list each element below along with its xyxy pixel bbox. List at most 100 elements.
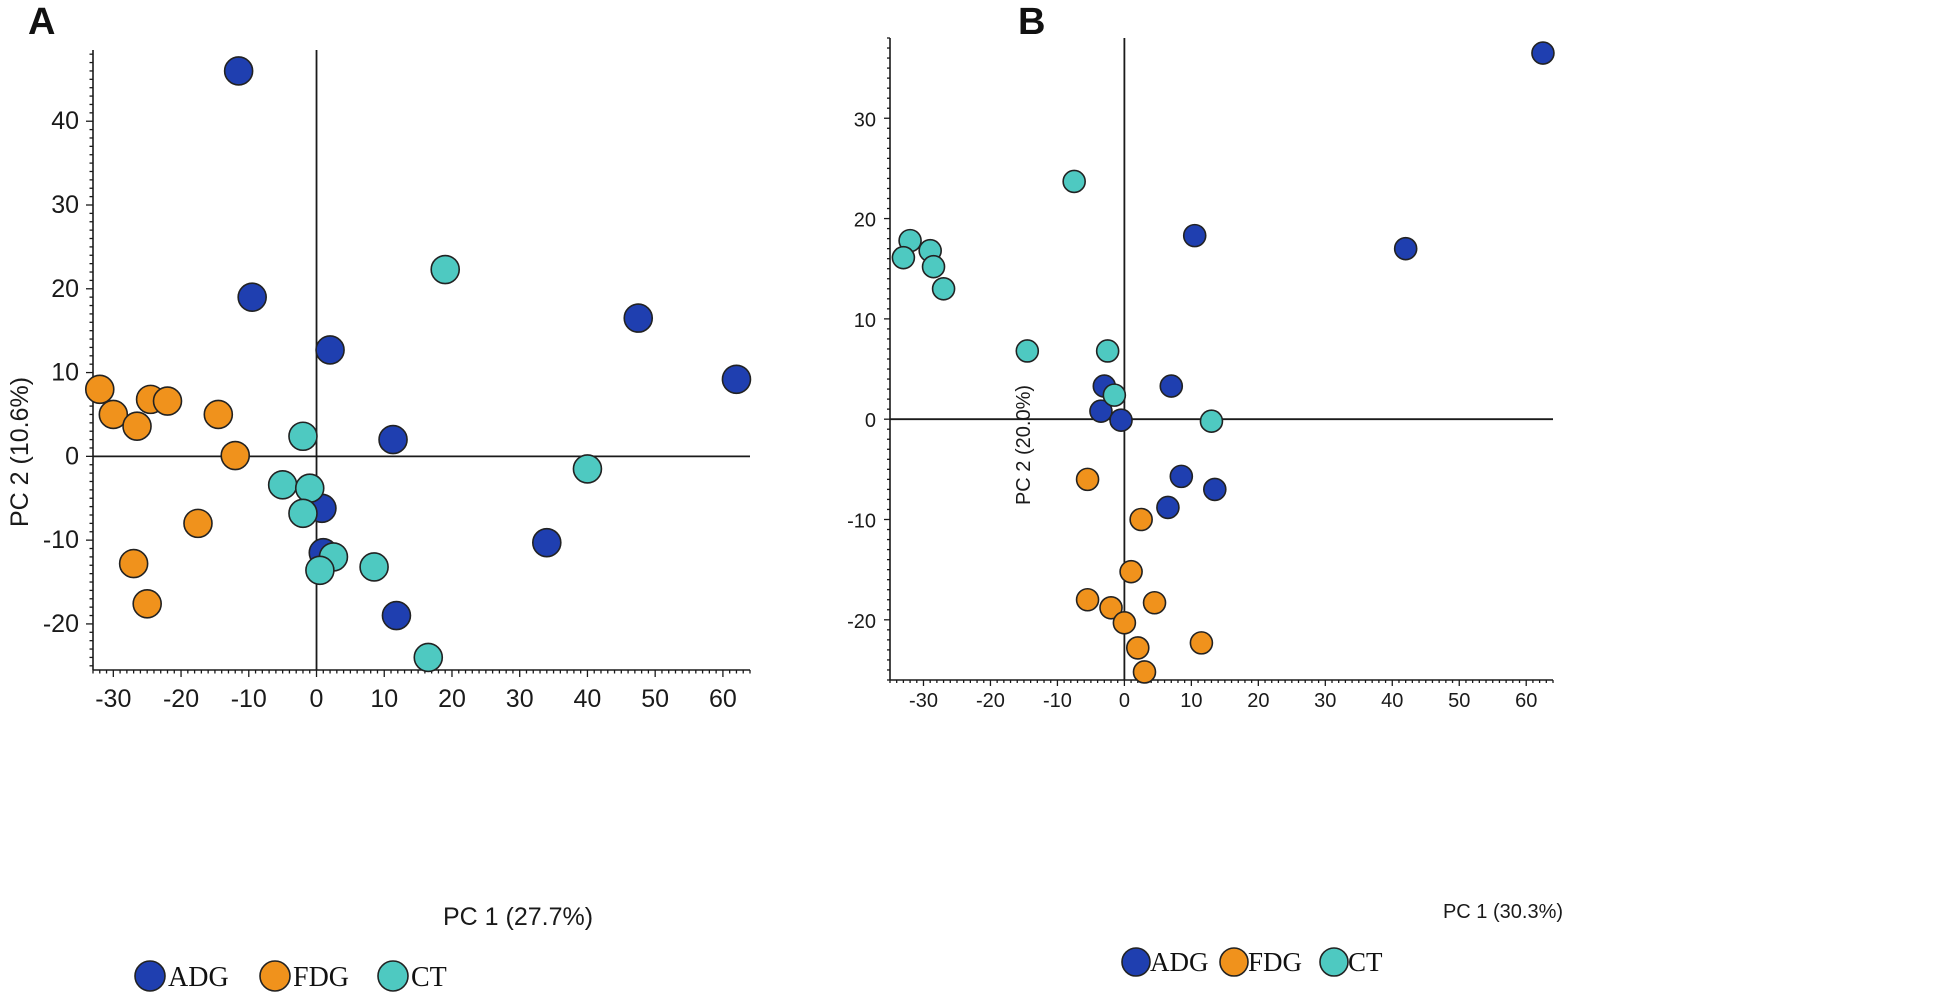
- panel-a-y-tick-label: 10: [51, 359, 79, 387]
- panel-b-x-axis-title: PC 1 (30.3%): [1443, 901, 1563, 923]
- panel-a-point-adg: [237, 282, 267, 312]
- panel-b-y-tick-label: 20: [854, 210, 876, 232]
- panel-b-point-ct: [1102, 383, 1127, 407]
- panel-b: B -30 -20 -10 0 10 20 30 40 50 60 -20 -10 0 10 20 30 PC…: [847, 1, 1563, 977]
- panel-b-legend: ADG FDG CT: [1121, 947, 1383, 977]
- panel-b-point-ct: [891, 245, 916, 270]
- panel-a-point-ct: [267, 470, 298, 500]
- panel-b-y-tick-label: 10: [854, 310, 876, 332]
- panel-a-point-ct: [294, 473, 325, 503]
- panel-a-x-tick-label: 50: [641, 685, 669, 713]
- panel-b-point-fdg: [1112, 611, 1137, 635]
- panel-a-x-tick-label: 0: [310, 685, 324, 713]
- panel-b-point-adg: [1393, 236, 1418, 261]
- panel-b-x-tick-label: 40: [1381, 690, 1403, 712]
- legend-a-adg-label: ADG: [168, 962, 229, 993]
- panel-b-y-tick-label: -10: [847, 511, 876, 533]
- legend-a-fdg-label: FDG: [293, 962, 349, 993]
- legend-b-fdg-label: FDG: [1248, 947, 1302, 977]
- panel-b-point-adg: [1156, 495, 1180, 520]
- panel-a-point-adg: [721, 364, 752, 395]
- panel-a-y-tick-label: -20: [43, 610, 79, 638]
- panel-a-x-tick-label: 40: [574, 685, 602, 713]
- panel-a-point-ct: [413, 642, 444, 673]
- plot-b: -30 -20 -10 0 10 20 30 40 50 60 -20 -10 0 10 20 30: [847, 37, 1555, 712]
- legend-b-ct-label: CT: [1348, 947, 1383, 977]
- panel-a-point-adg: [378, 424, 408, 455]
- panel-b-x-tick-label: 10: [1180, 690, 1202, 712]
- panel-a-point-fdg: [118, 548, 149, 579]
- panel-a-point-fdg: [84, 374, 115, 405]
- panel-a-x-tick-label: 60: [709, 685, 737, 713]
- panel-a-x-tick-label: 10: [370, 685, 398, 713]
- panel-b-point-ct: [1062, 169, 1086, 194]
- panel-a-point-adg: [381, 600, 412, 631]
- panel-b-point-fdg: [1189, 631, 1214, 655]
- panel-a-point-fdg: [183, 508, 213, 539]
- panel-b-point-adg: [1089, 399, 1113, 423]
- legend-b-adg-marker: [1121, 947, 1151, 977]
- legend-a-ct-label: CT: [411, 962, 447, 993]
- panel-b-x-tick-label: 20: [1247, 690, 1269, 712]
- panel-a-point-ct: [288, 498, 318, 529]
- legend-b-ct-marker: [1319, 947, 1349, 977]
- panel-b-x-tick-label: 60: [1515, 690, 1537, 712]
- panel-b-point-adg: [1169, 464, 1194, 489]
- panel-b-x-tick-label: -10: [1043, 690, 1072, 712]
- panel-b-y-axis-title: PC 2 (20.0%): [1013, 385, 1035, 505]
- panel-a-x-tick-label: -10: [231, 685, 267, 713]
- legend-b-fdg-marker: [1219, 947, 1249, 977]
- panel-a-y-tick-label: -10: [43, 526, 79, 554]
- panel-b-x-tick-label: 0: [1119, 690, 1130, 712]
- panel-a-label: A: [28, 1, 55, 43]
- panel-b-x-tick-label: 50: [1448, 690, 1470, 712]
- panel-a: A -30 -20 -10 0 10 20 30 40 50 60-20-10010203040 …: [6, 1, 752, 993]
- legend-a-adg-marker: [134, 960, 166, 992]
- panel-a-point-adg: [223, 56, 254, 86]
- panel-b-point-ct: [1015, 339, 1040, 363]
- panel-a-point-adg: [315, 335, 345, 365]
- panel-b-y-tick-label: 30: [854, 109, 876, 131]
- panel-a-y-tick-label: 20: [51, 275, 79, 303]
- panel-a-x-tick-label: 20: [438, 685, 466, 713]
- legend-a-ct-marker: [377, 960, 409, 992]
- panel-a-y-tick-label: 0: [65, 442, 79, 470]
- panel-b-point-ct: [921, 254, 946, 279]
- panel-a-legend: ADG FDG CT: [134, 960, 447, 993]
- panel-b-x-tick-label: 30: [1314, 690, 1336, 712]
- panel-b-point-fdg: [1099, 595, 1123, 620]
- panel-b-point-ct: [1095, 339, 1120, 363]
- legend-a-fdg-marker: [259, 960, 291, 992]
- panel-a-point-fdg: [203, 399, 234, 430]
- panel-b-point-ct: [931, 276, 956, 301]
- panel-a-point-ct: [305, 555, 335, 586]
- panel-a-point-fdg: [220, 440, 251, 471]
- panel-b-point-adg: [1531, 41, 1555, 65]
- panel-a-x-axis-title: PC 1 (27.7%): [443, 903, 593, 931]
- panel-b-x-tick-label: -20: [976, 690, 1005, 712]
- panel-b-y-tick-label: -20: [847, 611, 876, 633]
- panel-b-point-adg: [1182, 223, 1207, 248]
- panel-a-point-ct: [288, 421, 318, 452]
- panel-b-point-adg: [1109, 408, 1133, 432]
- panel-a-point-fdg: [122, 411, 152, 441]
- panel-b-point-fdg: [1142, 590, 1167, 615]
- panel-a-y-axis-title: PC 2 (10.6%): [6, 377, 34, 527]
- panel-a-x-tick-label: -20: [163, 685, 199, 713]
- panel-a-x-tick-label: -30: [95, 685, 131, 713]
- panel-a-point-adg: [623, 303, 654, 333]
- panel-b-x-tick-label: -30: [909, 690, 938, 712]
- plot-a: -30 -20 -10 0 10 20 30 40 50 60 -20 -10 0 10 20 30 40: [43, 50, 752, 713]
- panel-a-point-ct: [430, 254, 461, 285]
- panel-a-point-fdg: [152, 386, 183, 416]
- panel-b-point-ct: [1199, 409, 1224, 433]
- panel-b-label: B: [1018, 1, 1045, 43]
- panel-a-point-fdg: [132, 589, 162, 619]
- panel-b-point-adg: [1203, 477, 1227, 502]
- panel-b-point-fdg: [1075, 467, 1100, 492]
- panel-a-point-ct: [572, 454, 603, 484]
- panel-b-point-fdg: [1075, 587, 1100, 612]
- panel-b-point-adg: [1159, 374, 1184, 398]
- panel-b-point-fdg: [1129, 507, 1153, 532]
